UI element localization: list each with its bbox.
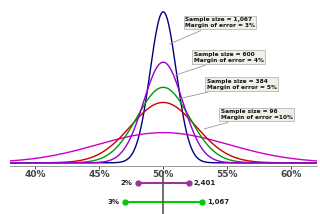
Text: Sample size = 1,067
Margin of error = 3%: Sample size = 1,067 Margin of error = 3% xyxy=(170,17,255,44)
Text: 2,401: 2,401 xyxy=(194,180,216,186)
Text: Sample size = 384
Margin of error = 5%: Sample size = 384 Margin of error = 5% xyxy=(179,79,277,99)
Text: Sample size = 600
Margin of error = 4%: Sample size = 600 Margin of error = 4% xyxy=(173,52,264,76)
Text: Sample size = 96
Margin of error =10%: Sample size = 96 Margin of error =10% xyxy=(204,109,293,129)
Text: 3%: 3% xyxy=(108,199,120,205)
Text: 2%: 2% xyxy=(121,180,132,186)
Text: 1,067: 1,067 xyxy=(207,199,229,205)
